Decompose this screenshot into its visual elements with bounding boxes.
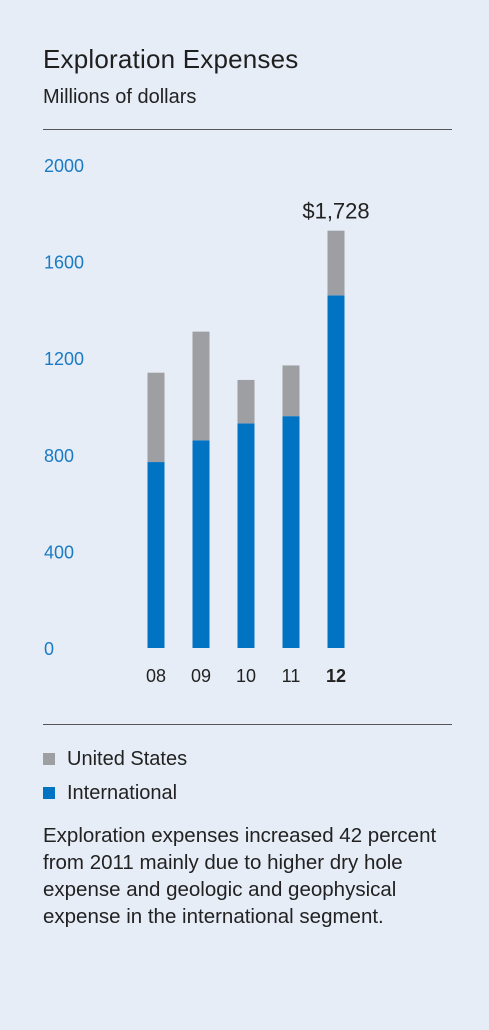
bar-united-states-09 <box>192 331 210 441</box>
y-tick-label: 1600 <box>44 253 84 273</box>
chart-subtitle: Millions of dollars <box>43 86 197 108</box>
stacked-bar-chart: 2000 1600 1200 800 400 0 08 09 10 11 12 $1,728 <box>44 156 370 686</box>
y-tick-label: 1200 <box>44 349 84 369</box>
legend-item-international: International <box>43 776 187 810</box>
chart-caption: Exploration expenses increased 42 percen… <box>43 824 437 928</box>
bottom-divider <box>43 724 452 725</box>
bar-international-09 <box>192 440 210 648</box>
chart-title: Exploration Expenses <box>43 44 299 74</box>
legend-swatch-united-states <box>43 753 55 765</box>
legend-item-united-states: United States <box>43 742 187 776</box>
legend-label-international: International <box>67 781 178 804</box>
bar-united-states-08 <box>147 372 165 463</box>
top-divider <box>43 129 452 130</box>
bar-international-11 <box>282 416 300 648</box>
bar-international-08 <box>147 462 165 648</box>
x-tick-label: 12 <box>326 666 346 686</box>
y-tick-label: 400 <box>44 542 74 562</box>
bar-united-states-10 <box>237 379 255 424</box>
chart-area: 2000 1600 1200 800 400 0 08 09 10 11 12 $1,728 <box>44 156 370 686</box>
legend-swatch-international <box>43 787 55 799</box>
x-tick-label: 10 <box>236 666 256 686</box>
bar-international-12 <box>327 295 345 648</box>
legend-label-united-states: United States <box>67 747 188 770</box>
bar-international-10 <box>237 423 255 648</box>
x-tick-label: 08 <box>146 666 166 686</box>
x-tick-label: 09 <box>191 666 211 686</box>
bar-united-states-11 <box>282 365 300 417</box>
y-tick-label: 800 <box>44 446 74 466</box>
legend: United States International <box>43 742 187 810</box>
y-tick-label: 2000 <box>44 156 84 176</box>
y-tick-label: 0 <box>44 639 54 659</box>
bar-united-states-12 <box>327 230 345 296</box>
x-tick-label: 11 <box>282 666 301 686</box>
bar-value-annotation: $1,728 <box>302 199 369 224</box>
